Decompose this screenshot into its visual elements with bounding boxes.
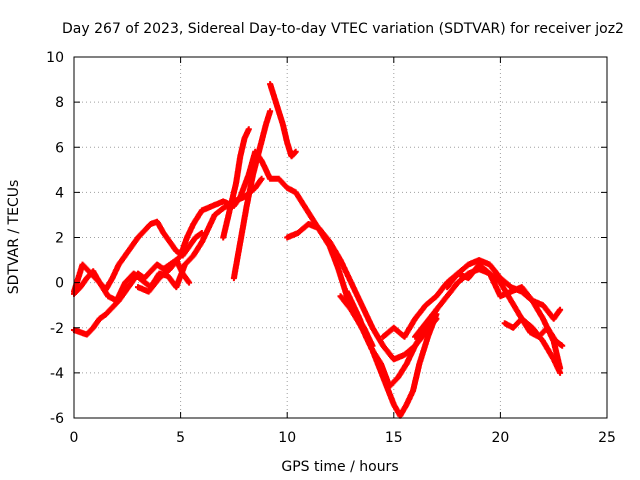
satellite-track-13 — [444, 261, 564, 322]
y-tick-label: -4 — [50, 366, 64, 382]
satellite-track-5 — [230, 108, 274, 282]
satellite-track-4 — [135, 148, 376, 349]
satellite-track-4-markers — [135, 148, 376, 349]
y-tick-label: 6 — [55, 140, 64, 156]
satellite-track-7-markers — [267, 81, 299, 160]
axis-ticks: 0 5 10 15 20 25 -6 -4 -2 0 2 4 6 8 10 — [46, 50, 616, 446]
y-tick-label: -2 — [50, 321, 64, 337]
data-points — [71, 81, 566, 419]
y-tick-label: 2 — [55, 231, 64, 247]
y-tick-label: 8 — [55, 95, 64, 111]
satellite-track-14-markers — [501, 315, 566, 349]
satellite-track-7 — [267, 81, 299, 160]
satellite-track-5-markers — [230, 108, 274, 282]
x-tick-label: 25 — [598, 430, 616, 446]
satellite-track-10 — [343, 288, 440, 390]
grid-lines — [74, 57, 607, 418]
y-tick-label: 0 — [55, 276, 64, 292]
x-tick-label: 5 — [176, 430, 185, 446]
plot-frame — [73, 56, 608, 419]
x-tick-label: 0 — [70, 430, 79, 446]
satellite-track-14 — [501, 315, 566, 349]
x-tick-label: 20 — [491, 430, 509, 446]
chart-title: Day 267 of 2023, Sidereal Day-to-day VTE… — [62, 21, 624, 37]
x-tick-label: 10 — [278, 430, 296, 446]
y-tick-label: 10 — [46, 50, 64, 66]
y-tick-label: -6 — [50, 411, 64, 427]
satellite-track-6 — [220, 126, 252, 241]
x-axis-label: GPS time / hours — [281, 459, 398, 475]
y-axis-label: SDTVAR / TECUs — [6, 180, 22, 295]
y-tick-label: 4 — [55, 185, 64, 201]
satellite-track-10-markers — [343, 288, 440, 390]
x-tick-label: 15 — [385, 430, 403, 446]
satellite-track-6-markers — [220, 126, 252, 241]
satellite-track-13-markers — [444, 261, 564, 322]
